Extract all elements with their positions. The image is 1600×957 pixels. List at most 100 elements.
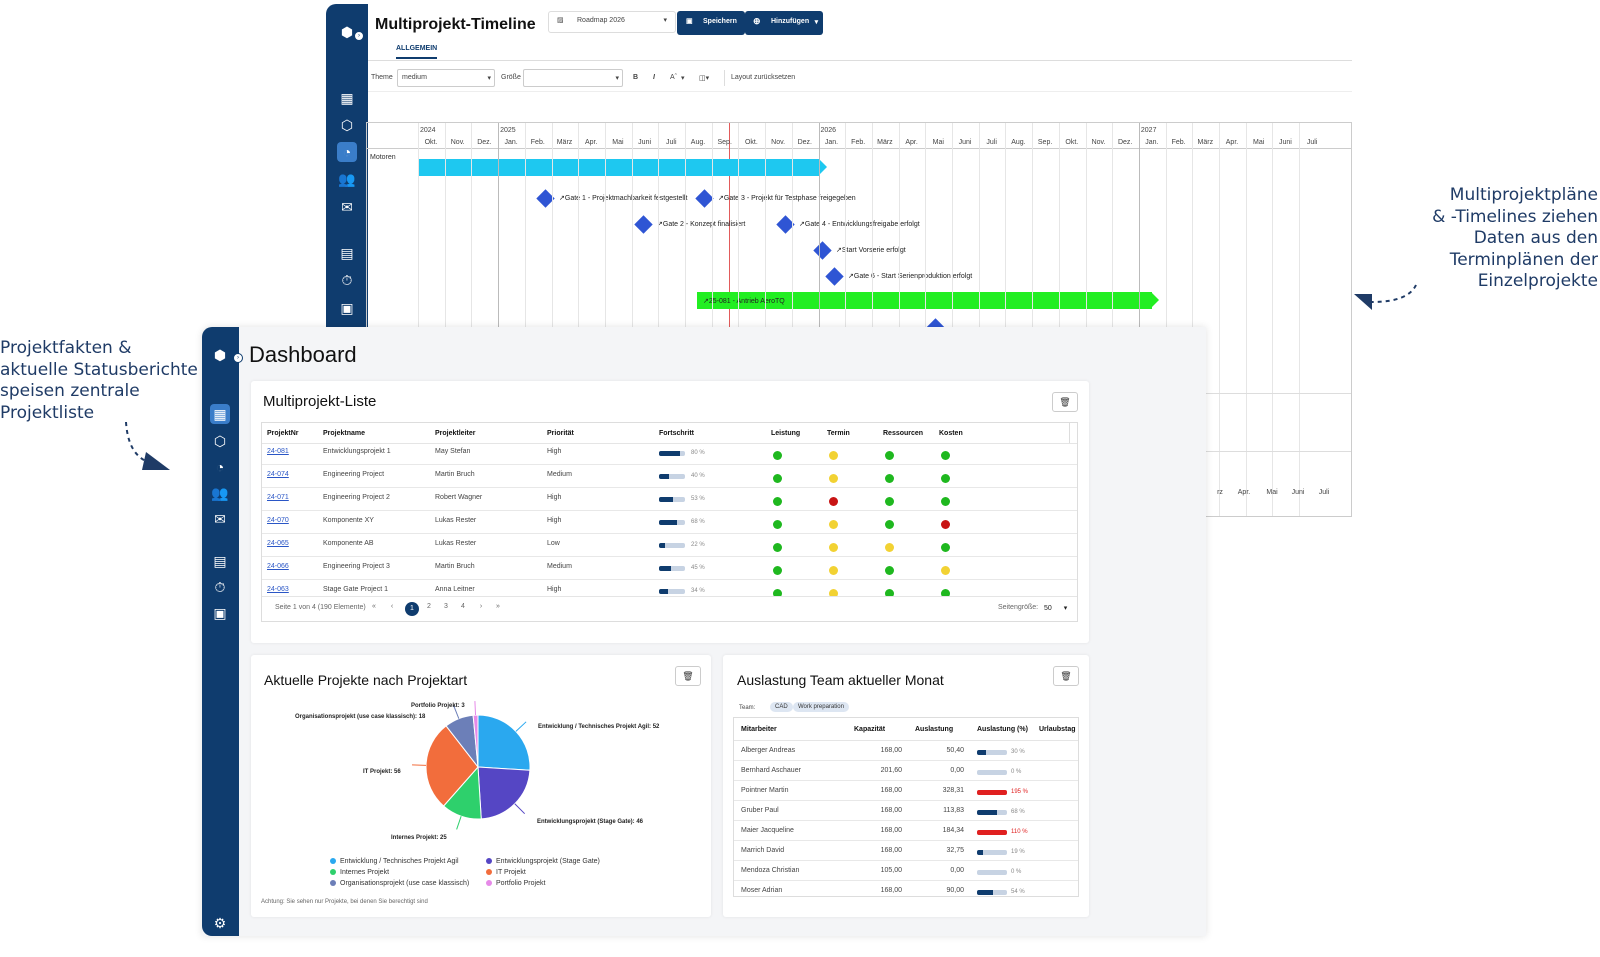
project-number-link[interactable]: 24-063 [267, 586, 289, 593]
table-row[interactable]: 24-081 Entwicklungsprojekt 1 May Stefan Hig… [262, 444, 1077, 465]
bold-button[interactable]: B [633, 74, 639, 81]
timeline-icon[interactable]: ◔ [215, 459, 225, 475]
report-icon[interactable]: ▤ [213, 553, 227, 569]
italic-button[interactable]: I [653, 74, 655, 81]
page-button[interactable]: 3 [444, 603, 448, 610]
task-bar[interactable] [697, 292, 1152, 309]
project-number-link[interactable]: 24-070 [267, 517, 289, 524]
scrollbar[interactable] [1069, 423, 1077, 443]
table-row[interactable]: 24-071 Engineering Project 2 Robert Wagner… [262, 488, 1077, 511]
tab-allgemein[interactable]: ALLGEMEIN [396, 45, 438, 59]
save-button[interactable]: ▣ Speichern [677, 11, 745, 35]
team-row[interactable]: Pointner Martin 168,00 328,31 195 % [734, 781, 1078, 801]
project-number-link[interactable]: 24-081 [267, 448, 289, 455]
legend-item[interactable]: IT Projekt [486, 869, 526, 876]
column-header[interactable]: Mitarbeiter [741, 726, 777, 733]
team-row[interactable]: Moser Adrian 168,00 90,00 54 % [734, 881, 1078, 896]
column-header[interactable]: Projektname [323, 430, 366, 437]
calendar-icon[interactable]: ▣ [213, 605, 227, 621]
users-icon[interactable]: 👥 [211, 485, 229, 501]
team-row[interactable]: Marrich David 168,00 32,75 19 % [734, 841, 1078, 861]
next-page-icon[interactable]: › [479, 603, 483, 610]
pie-slice[interactable] [477, 766, 531, 820]
mail-icon[interactable]: ✉ [214, 511, 226, 527]
column-header[interactable]: Auslastung [915, 726, 954, 733]
page-title: Dashboard [249, 342, 357, 367]
roadmap-select[interactable]: ▨ Roadmap 2026 ▾ [548, 11, 676, 33]
page-button[interactable]: 4 [461, 603, 465, 610]
milestone-vorserie[interactable] [813, 241, 832, 260]
project-number-link[interactable]: 24-065 [267, 540, 289, 547]
page-button[interactable]: 2 [427, 603, 431, 610]
summary-bar[interactable] [418, 159, 820, 176]
team-row[interactable]: Mendoza Christian 105,00 0,00 0 % [734, 861, 1078, 881]
last-page-icon[interactable]: » [496, 603, 500, 610]
size-select[interactable]: ▾ [523, 69, 623, 87]
column-header[interactable]: Kosten [939, 430, 963, 437]
calendar-icon[interactable]: ▣ [340, 300, 354, 316]
color-icon[interactable]: ◫▾ [699, 75, 710, 82]
employee-name: Alberger Andreas [741, 747, 796, 754]
gantt-month-label: Dez. [477, 139, 492, 146]
legend-item[interactable]: Internes Projekt [330, 869, 389, 876]
trash-icon[interactable]: 🗑 [1052, 392, 1078, 412]
font-size-icon[interactable]: Aˆ [670, 74, 677, 81]
project-number-link[interactable]: 24-074 [267, 471, 289, 478]
column-header[interactable]: Priorität [547, 430, 574, 437]
column-header[interactable]: Ressourcen [883, 430, 924, 437]
column-header[interactable]: Kapazität [854, 726, 886, 733]
stopwatch-icon[interactable]: ⏱ [214, 579, 226, 595]
chevron-down-icon[interactable]: ▾ [681, 75, 685, 82]
column-header[interactable]: Fortschritt [659, 430, 694, 437]
column-header[interactable]: Termin [827, 430, 850, 437]
table-row[interactable]: 24-063 Stage Gate Project 1 Anna Leitner Hi… [262, 580, 1077, 596]
table-row[interactable]: 24-070 Komponente XY Lukas Rester High 68 % [262, 511, 1077, 534]
legend-item[interactable]: Entwicklung / Technisches Projekt Agil [330, 858, 459, 865]
column-header[interactable]: ProjektNr [267, 430, 299, 437]
users-icon[interactable]: 👥 [338, 171, 356, 187]
pie-slice[interactable] [425, 725, 479, 807]
hexagon-icon[interactable]: ⬡ [213, 433, 227, 449]
prev-page-icon[interactable]: ‹ [390, 603, 394, 610]
first-page-icon[interactable]: « [372, 603, 376, 610]
mail-icon[interactable]: ✉ [341, 199, 353, 215]
collapse-toggle-icon[interactable]: › [233, 353, 243, 363]
reset-layout-button[interactable]: Layout zurücksetzen [731, 74, 796, 81]
hexagon-icon[interactable]: ⬡ [340, 117, 354, 133]
column-header[interactable]: Auslastung (%) [977, 726, 1028, 733]
table-row[interactable]: 24-074 Engineering Project Martin Bruch Med… [262, 465, 1077, 488]
pie-slice[interactable] [472, 714, 479, 768]
table-row[interactable]: 24-065 Komponente AB Lukas Rester Low 22 % [262, 534, 1077, 557]
table-row[interactable]: 24-066 Engineering Project 3 Martin Bruch M… [262, 557, 1077, 580]
milestone-gate2[interactable] [634, 215, 653, 234]
page-button[interactable]: 1 [405, 602, 419, 616]
page-size-select[interactable]: 50 ▾ [1044, 605, 1068, 612]
trash-icon[interactable]: 🗑 [1053, 666, 1079, 686]
report-icon[interactable]: ▤ [340, 245, 354, 261]
team-row[interactable]: Gruber Paul 168,00 113,83 68 % [734, 801, 1078, 821]
pie-slice[interactable] [477, 714, 531, 771]
legend-item[interactable]: Portfolio Projekt [486, 880, 545, 887]
legend-item[interactable]: Organisationsprojekt (use case klassisch… [330, 880, 469, 887]
legend-item[interactable]: Entwicklungsprojekt (Stage Gate) [486, 858, 600, 865]
trash-icon[interactable]: 🗑 [675, 666, 701, 686]
dashboard-icon[interactable]: ▦ [340, 90, 354, 106]
team-row[interactable]: Bernhard Aschauer 201,60 0,00 0 % [734, 761, 1078, 781]
project-number-link[interactable]: 24-071 [267, 494, 289, 501]
gear-icon[interactable]: ⚙ [213, 915, 227, 931]
project-number-link[interactable]: 24-066 [267, 563, 289, 570]
team-row[interactable]: Alberger Andreas 168,00 50,40 30 % [734, 741, 1078, 761]
column-header[interactable]: Leistung [771, 430, 801, 437]
column-header[interactable]: Projektleiter [435, 430, 476, 437]
team-chip[interactable]: CAD [770, 702, 793, 712]
team-row[interactable]: Maier Jacqueline 168,00 184,34 110 % [734, 821, 1078, 841]
team-chip[interactable]: Work preparation [793, 702, 849, 712]
timeline-icon[interactable]: ◔ [337, 142, 357, 162]
milestone-gate6[interactable] [825, 267, 844, 286]
collapse-toggle-icon[interactable]: › [354, 31, 364, 41]
stopwatch-icon[interactable]: ⏱ [341, 272, 353, 288]
dashboard-icon[interactable]: ▦ [210, 404, 230, 424]
add-button[interactable]: ⊕ Hinzufügen ▾ [745, 11, 824, 35]
theme-select[interactable]: medium ▾ [397, 69, 495, 87]
column-header[interactable]: Urlaubstag [1039, 726, 1076, 733]
